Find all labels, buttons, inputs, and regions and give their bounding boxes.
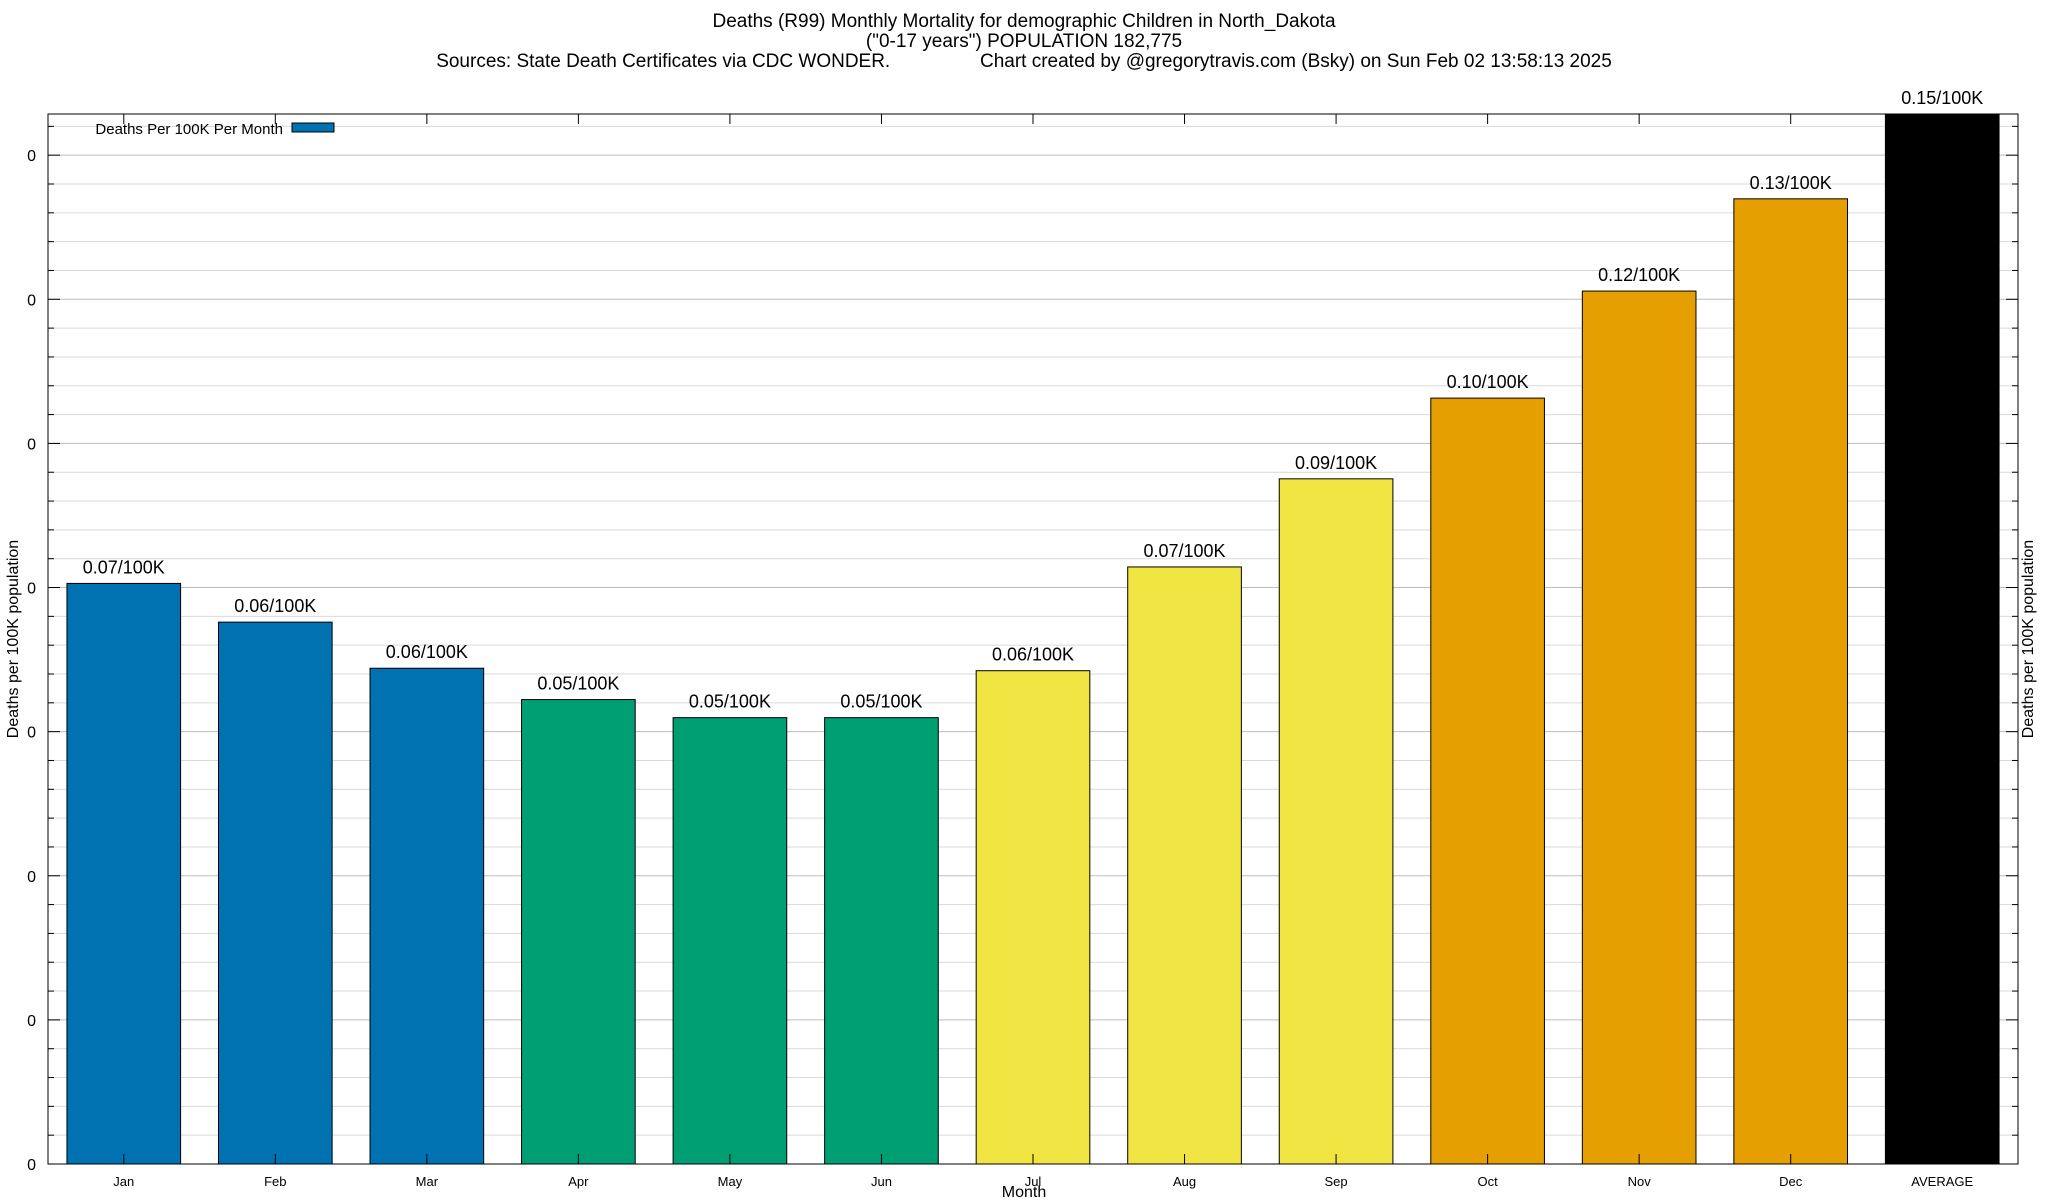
y-tick-label: 0 [27, 436, 36, 453]
bar-value-label: 0.09/100K [1295, 453, 1377, 473]
y-tick-label: 0 [27, 725, 36, 742]
bar-value-label: 0.07/100K [83, 557, 165, 577]
bar-value-label: 0.13/100K [1750, 173, 1832, 193]
bar-average [1884, 113, 2000, 1165]
legend: Deaths Per 100K Per Month [95, 121, 335, 138]
x-tick-label: Aug [1173, 1174, 1196, 1189]
bar-jun [824, 717, 939, 1165]
bar-value-label: 0.06/100K [234, 596, 316, 616]
legend-label: Deaths Per 100K Per Month [95, 121, 283, 138]
x-tick-label: May [718, 1174, 743, 1189]
bar-value-label: 0.06/100K [992, 645, 1074, 665]
bar-feb [217, 621, 333, 1165]
bar-aug [1127, 566, 1242, 1165]
legend-swatch [291, 122, 335, 133]
plot-frame [47, 113, 2019, 1165]
x-tick-label: Feb [264, 1174, 286, 1189]
bar-value-label: 0.15/100K [1901, 88, 1983, 108]
bars [66, 113, 2000, 1165]
chart-title-block: Deaths (R99) Monthly Mortality for demog… [0, 12, 2048, 72]
bar-oct [1430, 397, 1545, 1165]
bar-value-label: 0.07/100K [1143, 541, 1225, 561]
chart-subtitle: ("0-17 years") POPULATION 182,775 [865, 31, 1183, 52]
x-tick-label: Jan [113, 1174, 134, 1189]
y-tick-label: 0 [27, 148, 36, 165]
bar-jul [975, 670, 1091, 1165]
bar-value-label: 0.05/100K [537, 674, 619, 694]
x-tick-label: Jun [871, 1174, 892, 1189]
y-tick-label: 0 [27, 581, 36, 598]
chart-title: Deaths (R99) Monthly Mortality for demog… [712, 11, 1336, 32]
bar-value-label: 0.12/100K [1598, 265, 1680, 285]
bar-value-label: 0.06/100K [386, 642, 468, 662]
bar-jan [66, 582, 182, 1165]
bar-dec [1733, 198, 1849, 1165]
x-tick-label: Mar [416, 1174, 439, 1189]
bar-value-label: 0.10/100K [1447, 372, 1529, 392]
x-tick-label: Sep [1325, 1174, 1348, 1189]
x-tick-label: Jul [1025, 1174, 1042, 1189]
x-tick-label: AVERAGE [1911, 1174, 1973, 1189]
x-tick-label: Nov [1628, 1174, 1652, 1189]
x-tick-label: Apr [568, 1174, 589, 1189]
y-tick-label: 0 [27, 1013, 36, 1030]
x-tick-label: Oct [1477, 1174, 1498, 1189]
bar-sep [1278, 478, 1394, 1165]
y-tick-label: 0 [27, 292, 36, 309]
bar-value-labels: 0.07/100K 0.06/100K 0.06/100K 0.05/100K 0.05… [83, 88, 1984, 712]
x-axis-label: Month [1001, 1184, 1047, 1201]
bar-apr [521, 699, 636, 1165]
bar-mar [369, 667, 485, 1165]
source-text: Sources: State Death Certificates via CD… [436, 51, 891, 72]
bar-may [672, 717, 788, 1165]
x-tick-label: Dec [1779, 1174, 1803, 1189]
y-tick-label: 0 [27, 1157, 36, 1174]
bar-nov [1581, 290, 1697, 1165]
chart-source-line: Sources: State Death Certificates via CD… [0, 52, 2048, 72]
y-axis-label-right: Deaths per 100K population [2020, 539, 2037, 739]
bar-value-label: 0.05/100K [840, 692, 922, 712]
credit-text: Chart created by @gregorytravis.com (Bsk… [979, 51, 1612, 72]
bar-value-label: 0.05/100K [689, 692, 771, 712]
y-axis-label: Deaths per 100K population [5, 539, 22, 739]
y-tick-label: 0 [27, 869, 36, 886]
